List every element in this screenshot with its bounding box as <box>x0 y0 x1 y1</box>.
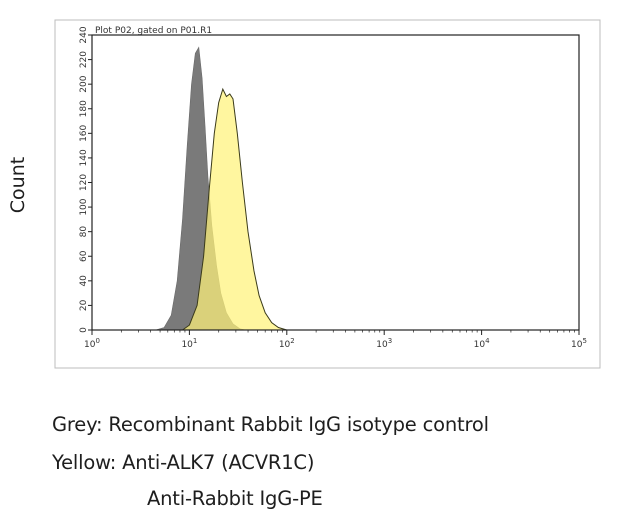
x-axis: 100 101 102 103 104 105 <box>84 330 587 350</box>
plot-title: Plot P02, gated on P01.R1 <box>95 26 212 36</box>
y-tick-label: 60 <box>79 250 89 262</box>
y-tick-label: 140 <box>79 149 89 166</box>
x-tick-base: 10 <box>571 340 583 350</box>
x-tick-label: 101 <box>181 337 197 350</box>
plot-frame <box>91 34 580 331</box>
x-tick-label: 104 <box>474 337 490 350</box>
y-tick-label: 40 <box>79 275 89 287</box>
x-tick-exponent: 5 <box>582 337 586 345</box>
x-tick-label: 100 <box>84 337 100 350</box>
legend-yellow: Yellow: Anti-ALK7 (ACVR1C) <box>52 451 315 474</box>
x-tick-label: 105 <box>571 337 587 350</box>
y-axis-label: Count <box>7 157 29 213</box>
x-tick-exponent: 2 <box>290 337 294 345</box>
y-tick-label: 80 <box>79 226 89 238</box>
x-tick-base: 10 <box>84 340 96 350</box>
x-tick-exponent: 3 <box>388 337 392 345</box>
histogram-chart: Count Plot P02, gated on P01.R1 02040608… <box>7 19 601 369</box>
x-tick-exponent: 4 <box>485 337 490 345</box>
series-1-area <box>180 87 287 331</box>
x-tick-base: 10 <box>181 340 193 350</box>
y-tick-label: 120 <box>79 174 89 191</box>
y-tick-label: 180 <box>79 100 89 117</box>
y-tick-label: 240 <box>79 26 89 43</box>
y-tick-label: 160 <box>79 124 89 141</box>
legend-yellow-secondary: Anti-Rabbit IgG-PE <box>147 487 323 510</box>
x-tick-label: 103 <box>376 337 392 350</box>
y-tick-label: 0 <box>79 327 89 333</box>
x-tick-base: 10 <box>474 340 486 350</box>
x-tick-base: 10 <box>279 340 291 350</box>
x-tick-label: 102 <box>279 337 295 350</box>
x-tick-exponent: 1 <box>193 337 197 345</box>
x-tick-exponent: 0 <box>95 337 99 345</box>
series-group <box>155 46 287 331</box>
y-tick-label: 20 <box>79 299 89 311</box>
outer-frame <box>54 19 601 369</box>
y-tick-label: 220 <box>79 51 89 68</box>
y-axis: 0 20 40 60 80 100 120 140 160 180 200 220 240 <box>79 26 92 333</box>
legend-grey: Grey: Recombinant Rabbit IgG isotype con… <box>52 413 489 436</box>
y-tick-label: 100 <box>79 198 89 215</box>
y-tick-label: 200 <box>79 75 89 92</box>
x-tick-base: 10 <box>376 340 388 350</box>
